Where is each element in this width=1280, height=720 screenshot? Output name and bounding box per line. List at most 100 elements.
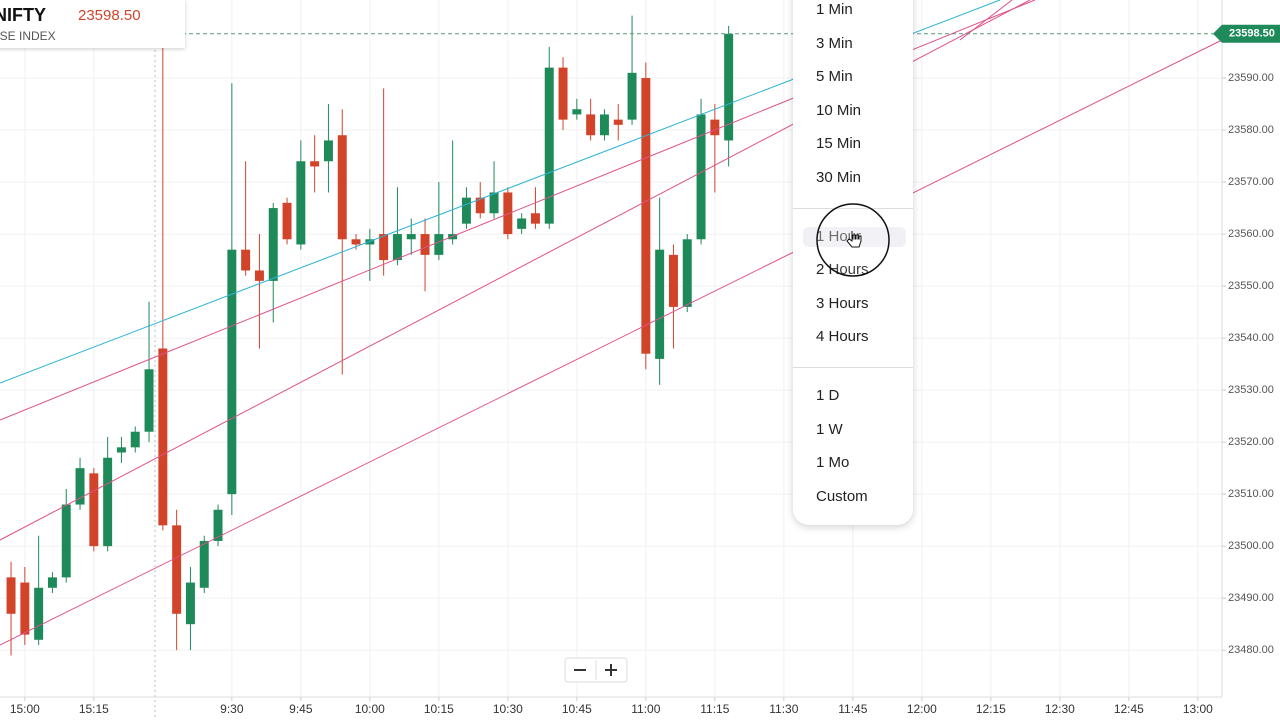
menu-item[interactable]: 2 Hours bbox=[816, 261, 869, 279]
candle-body bbox=[296, 161, 306, 245]
symbol-price: 23598.50 bbox=[78, 7, 141, 24]
symbol-box: NIFTY 23598.50 NSE INDEX bbox=[0, 0, 185, 48]
y-tick-label: 23580.00 bbox=[1228, 124, 1274, 136]
axes: 23480.00 23490.00 23500.00 23510.00 23520.00… bbox=[0, 24, 1280, 716]
candle-body bbox=[337, 135, 347, 240]
y-tick-label: 23480.00 bbox=[1228, 644, 1274, 656]
candle-body bbox=[254, 270, 264, 281]
y-tick-label: 23520.00 bbox=[1228, 436, 1274, 448]
menu-item[interactable]: 15 Min bbox=[816, 135, 862, 153]
menu-item[interactable]: 1 Min bbox=[816, 1, 853, 18]
candle-body bbox=[144, 369, 154, 432]
candle-body bbox=[544, 67, 554, 224]
interval-menu: 1 Min 3 Min 5 Min 10 Min 15 Min 30 Min 1 Hour 2… bbox=[793, 0, 913, 525]
y-tick-label: 23570.00 bbox=[1228, 176, 1274, 188]
grid bbox=[0, 0, 1222, 697]
candle-body bbox=[710, 119, 720, 136]
candle-body bbox=[89, 473, 99, 547]
trend-line bbox=[0, 39, 1223, 646]
menu-item[interactable]: Custom bbox=[816, 487, 868, 505]
x-tick-label: 11:15 bbox=[700, 702, 729, 716]
candles bbox=[6, 15, 734, 656]
candle-body bbox=[517, 218, 527, 229]
candle-body bbox=[489, 192, 499, 214]
y-tick-label: 23590.00 bbox=[1228, 72, 1274, 84]
candle-body bbox=[406, 234, 416, 240]
x-tick-label: 12:30 bbox=[1045, 702, 1075, 716]
y-tick-label: 23550.00 bbox=[1228, 280, 1274, 292]
y-tick-label: 23490.00 bbox=[1228, 592, 1274, 604]
candle-body bbox=[392, 234, 402, 261]
x-tick-label: 12:15 bbox=[976, 702, 1006, 716]
candle-body bbox=[641, 78, 651, 354]
menu-separator bbox=[793, 367, 913, 369]
candle-body bbox=[47, 577, 57, 588]
menu-item[interactable]: 5 Min bbox=[816, 68, 853, 86]
candle-body bbox=[434, 234, 444, 255]
candle-body bbox=[379, 234, 389, 261]
candle-body bbox=[461, 197, 471, 224]
candle-body bbox=[613, 119, 623, 125]
candle-body bbox=[6, 577, 16, 614]
menu-item[interactable]: 30 Min bbox=[816, 169, 862, 186]
candle-body bbox=[655, 249, 665, 359]
candle-body bbox=[61, 504, 71, 578]
x-tick-label: 15:00 bbox=[10, 702, 40, 716]
menu-item[interactable]: 1 D bbox=[816, 387, 840, 404]
candle-body bbox=[213, 509, 223, 541]
candle-body bbox=[185, 582, 195, 625]
last-price-tag bbox=[1213, 24, 1280, 43]
menu-item[interactable]: 4 Hours bbox=[816, 328, 869, 346]
menu-item[interactable]: 1 Hour bbox=[803, 226, 906, 247]
x-tick-label: 12:00 bbox=[907, 702, 937, 716]
candle-body bbox=[530, 213, 540, 224]
last-price-label: 23598.50 bbox=[1229, 28, 1275, 40]
x-tick-label: 11:30 bbox=[769, 702, 798, 716]
menu-item[interactable]: 3 Min bbox=[816, 34, 853, 52]
candle-body bbox=[282, 202, 292, 240]
candle-body bbox=[158, 348, 168, 526]
x-tick-label: 10:15 bbox=[424, 702, 454, 716]
y-tick-label: 23500.00 bbox=[1228, 540, 1274, 552]
candle-body bbox=[503, 192, 513, 235]
candle-body bbox=[20, 582, 30, 635]
candle-body bbox=[599, 114, 609, 136]
y-tick-label: 23540.00 bbox=[1228, 332, 1274, 344]
menu-item[interactable]: 3 Hours bbox=[816, 294, 869, 312]
candle-body bbox=[323, 140, 333, 162]
candle-body bbox=[420, 234, 430, 255]
x-tick-label: 12:45 bbox=[1114, 702, 1144, 716]
candle-body bbox=[103, 457, 113, 547]
x-tick-label: 13:00 bbox=[1183, 702, 1213, 716]
candle-body bbox=[199, 540, 209, 588]
y-tick-label: 23530.00 bbox=[1228, 384, 1274, 396]
candle-body bbox=[227, 249, 237, 495]
x-tick-label: 10:00 bbox=[355, 702, 385, 716]
x-tick-label: 9:30 bbox=[220, 702, 244, 716]
candle-body bbox=[351, 239, 361, 245]
candle-body bbox=[268, 208, 278, 281]
candle-body bbox=[682, 239, 692, 307]
zoom-controls bbox=[564, 657, 628, 683]
candle-body bbox=[310, 161, 320, 167]
candle-body bbox=[724, 33, 734, 141]
candle-body bbox=[130, 431, 140, 448]
symbol-exchange: NSE INDEX bbox=[0, 29, 56, 43]
menu-item[interactable]: 1 Mo bbox=[816, 454, 850, 472]
candle-body bbox=[241, 249, 251, 271]
candle-body bbox=[586, 114, 596, 136]
candle-body bbox=[696, 114, 706, 240]
x-tick-label: 11:00 bbox=[631, 702, 660, 716]
y-tick-label: 23510.00 bbox=[1228, 488, 1274, 500]
trend-lines bbox=[0, 0, 1223, 646]
candle-body bbox=[116, 447, 126, 453]
candle-body bbox=[172, 525, 182, 614]
x-tick-label: 11:45 bbox=[838, 702, 867, 716]
menu-item[interactable]: 1 W bbox=[816, 420, 843, 438]
x-tick-label: 9:45 bbox=[289, 702, 313, 716]
menu-item[interactable]: 10 Min bbox=[816, 101, 862, 119]
y-tick-label: 23560.00 bbox=[1228, 228, 1274, 240]
candle-body bbox=[668, 254, 678, 307]
